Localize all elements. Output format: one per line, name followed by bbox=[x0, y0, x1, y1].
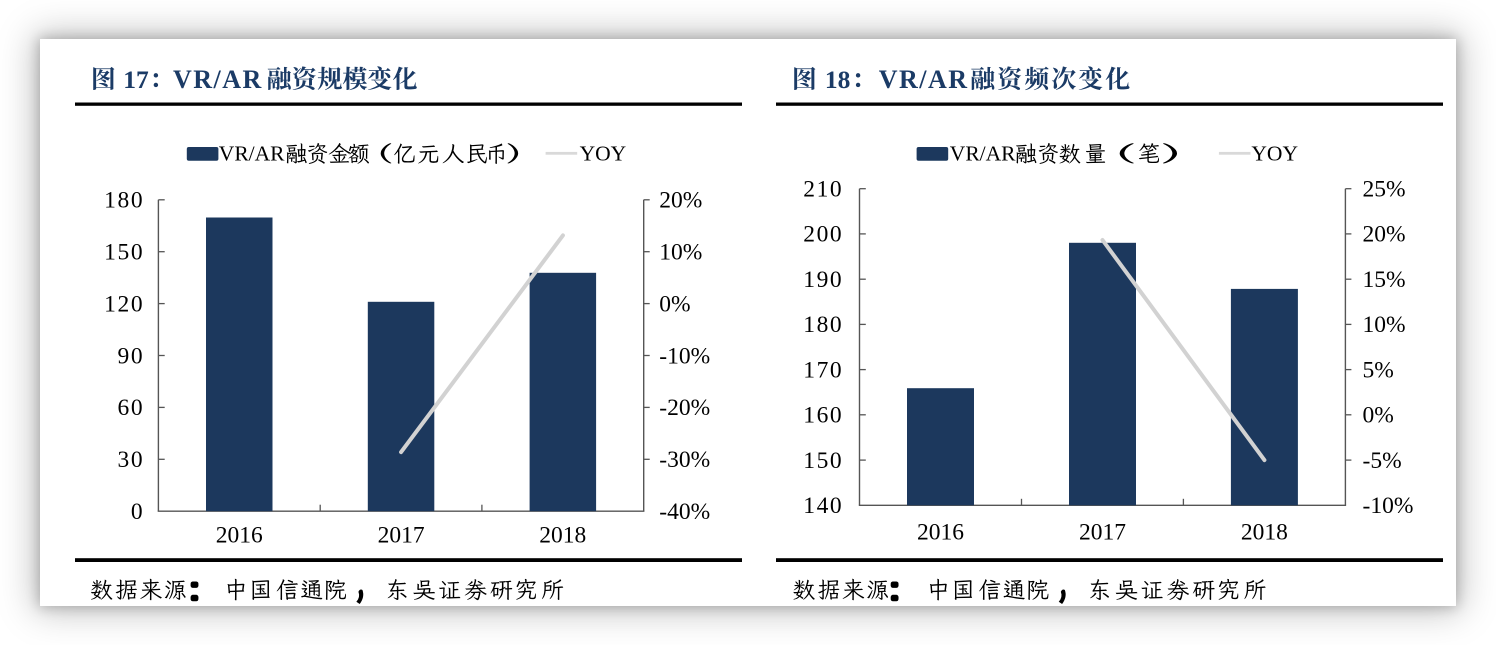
svg-text:-20%: -20% bbox=[659, 395, 710, 421]
svg-text:5%: 5% bbox=[1363, 357, 1394, 383]
svg-text:-30%: -30% bbox=[659, 447, 710, 473]
svg-text:18: 18 bbox=[825, 65, 851, 94]
svg-text:2016: 2016 bbox=[216, 523, 263, 549]
svg-text:25%: 25% bbox=[1363, 177, 1406, 203]
svg-text:150: 150 bbox=[803, 448, 843, 474]
svg-text:-10%: -10% bbox=[1363, 493, 1414, 519]
svg-text:VR/AR: VR/AR bbox=[219, 142, 285, 166]
svg-text:VR/AR: VR/AR bbox=[879, 65, 969, 94]
svg-text:30: 30 bbox=[117, 447, 144, 473]
svg-text:20%: 20% bbox=[659, 188, 702, 214]
svg-text:150: 150 bbox=[104, 240, 144, 266]
svg-text:180: 180 bbox=[803, 312, 843, 338]
svg-text:2018: 2018 bbox=[539, 523, 586, 549]
svg-text:YOY: YOY bbox=[1251, 142, 1298, 166]
svg-text:90: 90 bbox=[117, 343, 144, 369]
svg-text:15%: 15% bbox=[1363, 267, 1406, 293]
svg-text:20%: 20% bbox=[1363, 222, 1406, 248]
svg-text:200: 200 bbox=[803, 222, 843, 248]
svg-text:YOY: YOY bbox=[580, 142, 627, 166]
svg-text:VR/AR: VR/AR bbox=[173, 65, 263, 94]
svg-text:170: 170 bbox=[803, 357, 843, 383]
svg-text:10%: 10% bbox=[659, 240, 702, 266]
svg-text:140: 140 bbox=[803, 493, 843, 519]
svg-text:60: 60 bbox=[117, 395, 144, 421]
svg-text:0%: 0% bbox=[1363, 403, 1394, 429]
svg-text:-5%: -5% bbox=[1363, 448, 1402, 474]
svg-text:180: 180 bbox=[104, 188, 144, 214]
svg-text:0: 0 bbox=[131, 499, 144, 525]
svg-text:-40%: -40% bbox=[659, 499, 710, 525]
svg-text:17: 17 bbox=[123, 65, 149, 94]
svg-text:2016: 2016 bbox=[917, 519, 964, 545]
svg-text:VR/AR: VR/AR bbox=[950, 142, 1016, 166]
svg-text:2017: 2017 bbox=[378, 523, 425, 549]
svg-text:-10%: -10% bbox=[659, 343, 710, 369]
svg-text:120: 120 bbox=[104, 291, 144, 317]
svg-text:160: 160 bbox=[803, 403, 843, 429]
svg-text:190: 190 bbox=[803, 267, 843, 293]
svg-text:2017: 2017 bbox=[1079, 519, 1126, 545]
svg-text:10%: 10% bbox=[1363, 312, 1406, 338]
svg-text:0%: 0% bbox=[659, 291, 690, 317]
svg-text:2018: 2018 bbox=[1241, 519, 1288, 545]
svg-text:210: 210 bbox=[803, 177, 843, 203]
